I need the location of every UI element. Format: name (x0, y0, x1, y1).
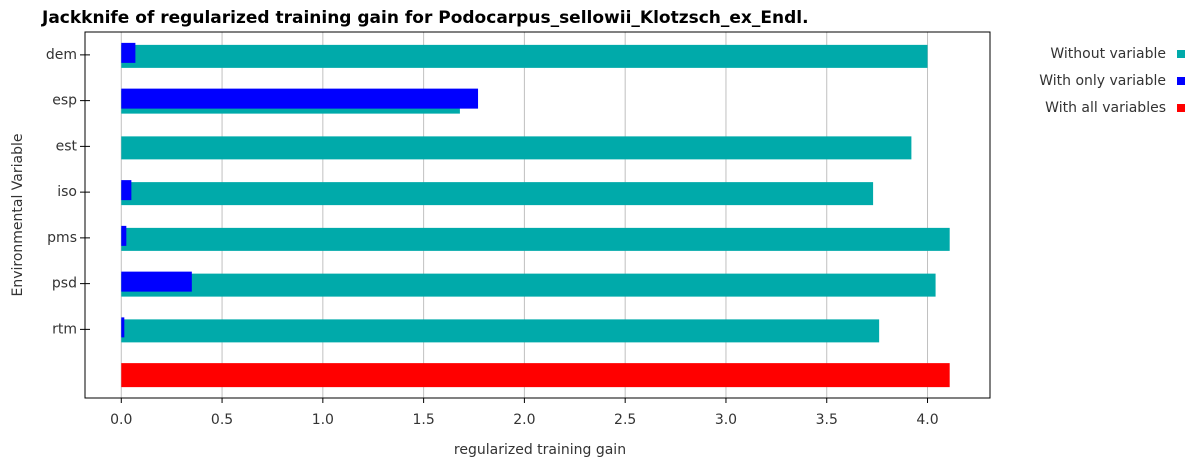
y-tick-label: est (56, 138, 78, 154)
bar (121, 317, 125, 338)
y-tick-label: iso (57, 184, 77, 200)
x-tick-label: 0.0 (110, 412, 132, 428)
x-tick-label: 3.5 (816, 412, 838, 428)
bar (121, 42, 136, 63)
bar (121, 273, 936, 297)
x-tick-label: 1.5 (412, 412, 434, 428)
y-tick-label: dem (46, 47, 77, 63)
legend-label: With only variable (1039, 73, 1166, 89)
x-tick-label: 2.5 (614, 412, 636, 428)
plot-frame (84, 31, 991, 399)
y-tick-label: rtm (52, 321, 77, 337)
bar (121, 44, 928, 68)
bar (121, 271, 192, 292)
x-tick-label: 1.0 (312, 412, 334, 428)
y-axis-label: Environmental Variable (10, 134, 26, 297)
x-tick-label: 4.0 (916, 412, 938, 428)
bar (121, 225, 127, 246)
legend-swatch (1177, 50, 1185, 58)
x-tick-label: 3.0 (715, 412, 737, 428)
legend-label: Without variable (1050, 46, 1166, 62)
bar (121, 227, 950, 251)
legend-label: With all variables (1045, 100, 1166, 116)
bar (121, 363, 950, 388)
bar (121, 182, 874, 206)
x-tick-label: 0.5 (211, 412, 233, 428)
x-tick-label: 2.0 (513, 412, 535, 428)
bar (121, 180, 132, 201)
legend-swatch (1177, 104, 1185, 112)
bar (121, 136, 912, 160)
y-tick-label: psd (52, 276, 77, 292)
y-tick-label: esp (52, 93, 77, 109)
bar (121, 88, 479, 109)
y-tick-label: pms (47, 230, 77, 246)
legend-swatch (1177, 77, 1185, 85)
x-axis-label: regularized training gain (454, 442, 626, 458)
bar (121, 319, 880, 343)
chart-title: Jackknife of regularized training gain f… (41, 8, 809, 28)
